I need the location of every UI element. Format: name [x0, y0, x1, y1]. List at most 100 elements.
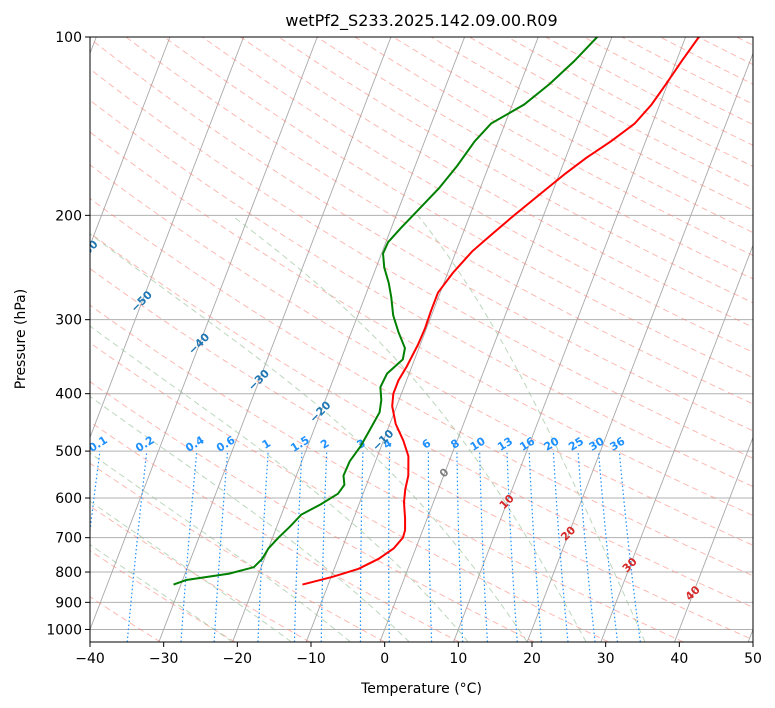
- x-tick-label: −40: [75, 651, 105, 667]
- mixing-ratio-line: [90, 451, 101, 536]
- dry-adiabat-line: [545, 37, 753, 146]
- dry-adiabat-label: −10: [370, 427, 397, 454]
- moist-adiabat-line: [90, 233, 528, 642]
- dry-adiabat-line: [90, 99, 753, 488]
- isotherm-line: [600, 244, 753, 642]
- mixing-ratio-line: [388, 451, 391, 642]
- y-tick-label: 900: [55, 595, 82, 611]
- dry-adiabat-label: 20: [558, 523, 578, 543]
- x-axis: −40 −30 −20 −10 0 10 20 30 40 50: [75, 642, 762, 667]
- dry-adiabat-line: [583, 37, 753, 126]
- pressure-gridlines: [90, 37, 753, 630]
- x-axis-label: Temperature (°C): [360, 681, 482, 697]
- dry-adiabat-line: [0, 37, 11, 642]
- dry-adiabat-line: [90, 68, 753, 459]
- dry-adiabat-label: −60: [74, 237, 101, 264]
- dry-adiabat-line: [278, 37, 753, 304]
- dry-adiabat-line: [90, 131, 753, 517]
- mixing-ratio-label: 2: [318, 437, 331, 452]
- moist-adiabat-line: [90, 500, 292, 642]
- y-tick-label: 700: [55, 531, 82, 547]
- isotherm-lines: [90, 37, 753, 642]
- dry-adiabat-line: [90, 381, 535, 642]
- mixing-ratio-line: [293, 451, 303, 642]
- dry-adiabat-label: 0: [437, 465, 452, 480]
- isotherm-line: [90, 37, 245, 439]
- dry-adiabat-label: −20: [307, 398, 334, 425]
- dry-adiabat-line: [125, 37, 753, 405]
- dry-adiabat-label: −70: [19, 188, 46, 215]
- mixing-ratio-label: 1: [260, 437, 273, 452]
- isotherm-line: [232, 37, 466, 642]
- dry-adiabat-line: [90, 462, 385, 642]
- mixing-ratio-line: [180, 451, 198, 642]
- isotherm-line: [90, 37, 318, 631]
- mixing-ratio-label: 1.5: [288, 433, 311, 454]
- x-tick-label: −10: [296, 651, 326, 667]
- x-tick-label: −20: [223, 651, 253, 667]
- isotherm-line: [526, 52, 753, 642]
- dry-adiabat-line: [90, 38, 753, 432]
- dry-adiabat-line: [736, 37, 753, 46]
- x-tick-label: 30: [597, 651, 615, 667]
- y-tick-label: 100: [55, 30, 82, 46]
- dry-adiabat-label: 40: [683, 583, 703, 603]
- mixing-ratio-label: 8: [448, 437, 461, 452]
- mixing-ratio-line: [618, 451, 641, 642]
- y-tick-label: 800: [55, 565, 82, 581]
- plot-frame: [89, 36, 754, 643]
- y-axis: 100 200 300 400 500 600 700 800 900 1000: [46, 30, 90, 638]
- dry-adiabat-line: [163, 37, 753, 379]
- dry-adiabat-line: [90, 505, 311, 642]
- mixing-ratio-line: [577, 451, 596, 642]
- dry-adiabat-line: [90, 164, 753, 546]
- mixing-ratio-line: [427, 451, 433, 642]
- moist-adiabat-line: [417, 215, 646, 642]
- x-tick-label: 10: [449, 651, 467, 667]
- moist-adiabat-lines: [90, 214, 646, 642]
- x-tick-label: 50: [744, 651, 762, 667]
- isotherm-line: [674, 436, 753, 642]
- mixing-ratio-line: [320, 451, 328, 642]
- x-tick-label: 40: [670, 651, 688, 667]
- y-tick-label: 500: [55, 444, 82, 460]
- mixing-ratio-line: [359, 451, 364, 642]
- dry-adiabat-line: [240, 37, 753, 328]
- dry-adiabat-line: [90, 232, 753, 608]
- dry-adiabat-line: [90, 342, 609, 642]
- dry-adiabat-line: [316, 37, 753, 280]
- isotherm-line: [90, 37, 171, 247]
- mixing-ratio-line: [257, 451, 269, 642]
- dry-adiabat-lines: [0, 37, 753, 642]
- mixing-ratio-line: [479, 451, 489, 642]
- mixing-ratio-lines: [90, 451, 641, 642]
- dry-adiabat-line: [698, 37, 753, 66]
- dry-adiabat-line: [90, 549, 236, 642]
- isotherm-line: [747, 628, 753, 642]
- mixing-ratio-line: [528, 451, 543, 642]
- y-tick-label: 400: [55, 387, 82, 403]
- moist-adiabat-line: [90, 395, 410, 642]
- dry-adiabat-line: [90, 304, 684, 642]
- dry-adiabat-line: [430, 37, 753, 211]
- dry-adiabat-line: [469, 37, 753, 189]
- temperature-line: [302, 37, 700, 586]
- dry-adiabat-line: [90, 197, 753, 577]
- dry-adiabat-line: [90, 267, 753, 641]
- mixing-ratio-line: [597, 451, 619, 642]
- mixing-ratio-line: [126, 451, 148, 642]
- x-tick-label: −30: [149, 651, 179, 667]
- mixing-ratio-label: 0.2: [133, 433, 156, 454]
- moist-adiabat-line: [231, 214, 587, 642]
- mixing-ratio-line: [552, 451, 569, 642]
- dry-adiabat-line: [507, 37, 753, 168]
- dry-adiabat-label: −30: [246, 367, 273, 394]
- y-axis-label: Pressure (hPa): [13, 289, 29, 389]
- y-tick-label: 600: [55, 491, 82, 507]
- isotherm-line: [453, 37, 687, 642]
- chart-title: wetPf2_S233.2025.142.09.00.R09: [285, 11, 557, 31]
- dewpoint-line: [173, 37, 598, 586]
- dry-adiabat-line: [621, 37, 753, 105]
